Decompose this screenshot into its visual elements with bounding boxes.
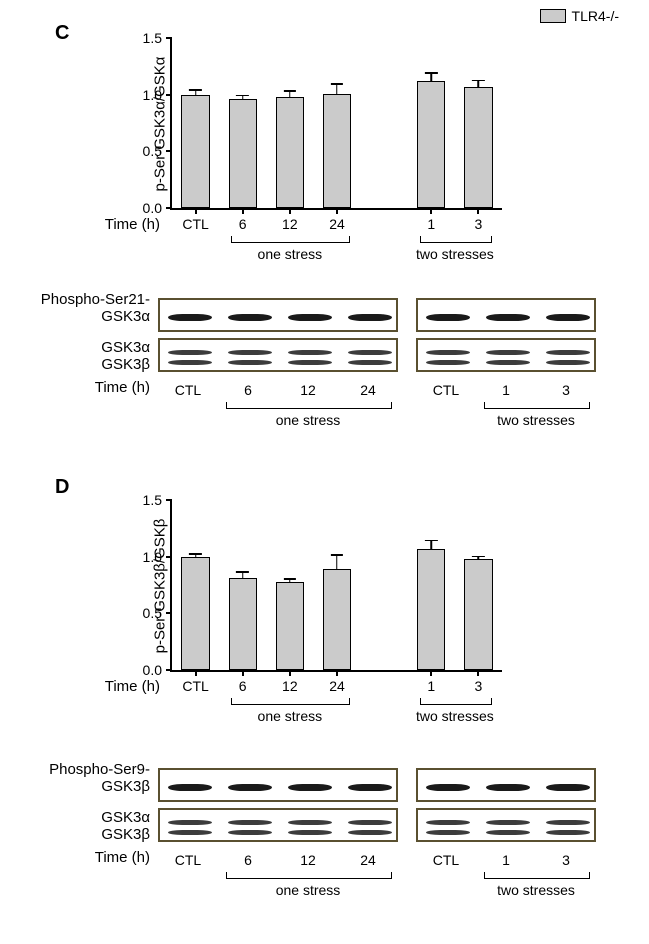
lane-label: 12 — [300, 852, 316, 868]
panel-label-c: C — [55, 22, 69, 45]
blot-row-label: Phospho-Ser9- — [30, 762, 150, 779]
bar — [323, 569, 351, 670]
group-label: two stresses — [416, 708, 494, 724]
blot-box — [416, 768, 596, 802]
lane-label: CTL — [433, 382, 459, 398]
bar — [229, 99, 257, 208]
x-tick-label: 24 — [329, 216, 345, 232]
blot-box — [416, 808, 596, 842]
x-tick-label: CTL — [182, 216, 208, 232]
x-tick-label: CTL — [182, 678, 208, 694]
x-tick-label: 24 — [329, 678, 345, 694]
y-tick-label: 0.0 — [143, 662, 162, 678]
blot-box — [158, 298, 398, 332]
x-tick-label: 12 — [282, 216, 298, 232]
bar — [181, 557, 209, 670]
group-label: one stress — [258, 246, 323, 262]
y-tick-label: 1.0 — [143, 549, 162, 565]
bar — [276, 582, 304, 670]
x-tick-label: 3 — [475, 678, 483, 694]
bar — [417, 81, 445, 208]
x-tick-label: 12 — [282, 678, 298, 694]
y-tick-label: 1.5 — [143, 492, 162, 508]
blot-box — [416, 338, 596, 372]
blot-box — [416, 298, 596, 332]
y-axis-label-c: p-Ser-GSK3α/GSKα — [152, 57, 169, 192]
group-label: one stress — [276, 412, 341, 428]
group-label: two stresses — [497, 412, 575, 428]
y-tick-label: 0.5 — [143, 605, 162, 621]
y-axis-label-d: p-Ser-GSK3β/GSKβ — [152, 519, 169, 654]
lane-label: 6 — [244, 852, 252, 868]
lane-label: 6 — [244, 382, 252, 398]
bar — [417, 549, 445, 670]
panel-d-chart: p-Ser-GSK3β/GSKβ 0.00.51.01.5CTL6122413o… — [170, 500, 502, 672]
y-tick-label: 1.5 — [143, 30, 162, 46]
group-label: one stress — [276, 882, 341, 898]
x-tick-label: 1 — [427, 216, 435, 232]
blot-row-label: GSK3α — [30, 309, 150, 326]
lane-label: CTL — [433, 852, 459, 868]
group-label: one stress — [258, 708, 323, 724]
lane-label: 3 — [562, 382, 570, 398]
bar — [464, 87, 492, 208]
group-label: two stresses — [497, 882, 575, 898]
lane-label: 24 — [360, 382, 376, 398]
bar — [464, 559, 492, 670]
blot-box — [158, 338, 398, 372]
bar — [323, 94, 351, 208]
blot-row-label: GSK3α — [30, 810, 150, 827]
time-row-label: Time (h) — [80, 678, 160, 695]
blot-row-label: GSK3β — [30, 357, 150, 374]
panel-label-d: D — [55, 476, 69, 499]
lane-label: 24 — [360, 852, 376, 868]
bar — [276, 97, 304, 208]
legend: TLR4-/- — [540, 8, 619, 24]
blot-row-label: GSK3β — [30, 779, 150, 796]
lane-label: CTL — [175, 382, 201, 398]
y-tick-label: 0.0 — [143, 200, 162, 216]
chart-c: 0.00.51.01.5CTL6122413one stresstwo stre… — [170, 38, 502, 210]
x-tick-label: 6 — [239, 678, 247, 694]
time-row-label: Time (h) — [30, 850, 150, 867]
y-tick-label: 1.0 — [143, 87, 162, 103]
x-tick-label: 3 — [475, 216, 483, 232]
lane-label: 1 — [502, 382, 510, 398]
blot-row-label: GSK3α — [30, 340, 150, 357]
blot-row-label: GSK3β — [30, 827, 150, 844]
legend-label: TLR4-/- — [572, 8, 619, 24]
bar — [229, 578, 257, 670]
blot-box — [158, 768, 398, 802]
group-label: two stresses — [416, 246, 494, 262]
lane-label: CTL — [175, 852, 201, 868]
chart-d: 0.00.51.01.5CTL6122413one stresstwo stre… — [170, 500, 502, 672]
lane-label: 1 — [502, 852, 510, 868]
bar — [181, 95, 209, 208]
time-row-label: Time (h) — [30, 380, 150, 397]
panel-c-chart: p-Ser-GSK3α/GSKα 0.00.51.01.5CTL6122413o… — [170, 38, 502, 210]
blot-box — [158, 808, 398, 842]
time-row-label: Time (h) — [80, 216, 160, 233]
x-tick-label: 1 — [427, 678, 435, 694]
legend-swatch — [540, 9, 566, 23]
lane-label: 3 — [562, 852, 570, 868]
y-tick-label: 0.5 — [143, 143, 162, 159]
blot-row-label: Phospho-Ser21- — [30, 292, 150, 309]
lane-label: 12 — [300, 382, 316, 398]
x-tick-label: 6 — [239, 216, 247, 232]
